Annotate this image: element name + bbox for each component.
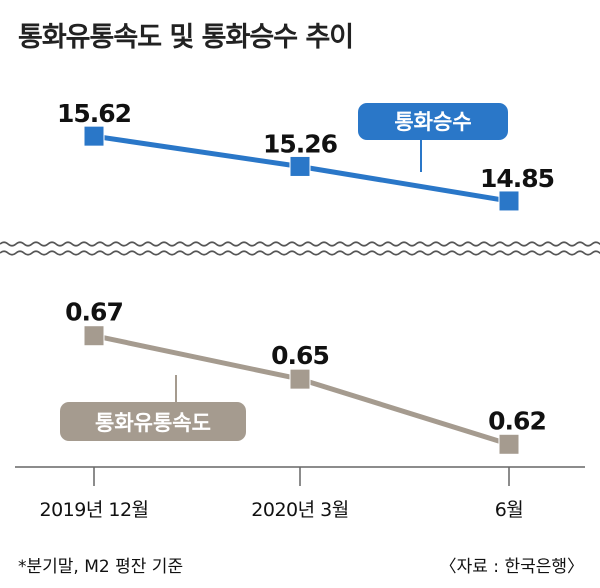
data-point-marker bbox=[289, 368, 311, 390]
x-tick-label: 2019년 12월 bbox=[39, 499, 148, 521]
data-label: 0.62 bbox=[488, 406, 546, 435]
footnote: *분기말, M2 평잔 기준 bbox=[18, 557, 183, 577]
axis-break-line-upper bbox=[0, 241, 600, 247]
chart-title: 통화유통속도 및 통화승수 추이 bbox=[18, 22, 353, 53]
data-label: 15.62 bbox=[57, 99, 131, 128]
data-point-marker bbox=[83, 125, 105, 147]
series-layer: 15.62 15.26 14.85 0.67 0.65 0.62 bbox=[57, 99, 555, 455]
badge-velocity: 통화유통속도 bbox=[60, 375, 246, 441]
axis-break-line-lower bbox=[0, 250, 600, 256]
data-point-marker bbox=[289, 155, 311, 177]
badge-multiplier-label: 통화승수 bbox=[394, 110, 471, 134]
x-tick-label: 2020년 3월 bbox=[251, 499, 348, 521]
data-label: 15.26 bbox=[263, 129, 338, 158]
badge-velocity-box bbox=[60, 402, 246, 441]
badge-velocity-label: 통화유통속도 bbox=[95, 411, 211, 435]
data-label: 0.65 bbox=[271, 341, 329, 370]
data-label: 0.67 bbox=[65, 298, 123, 327]
badge-multiplier: 통화승수 bbox=[358, 103, 508, 172]
x-axis-ticks: 2019년 12월 2020년 3월 6월 bbox=[39, 467, 524, 521]
data-point-marker bbox=[498, 433, 520, 455]
source-note: 〈자료 : 한국은행〉 bbox=[440, 557, 584, 577]
badge-multiplier-box bbox=[358, 103, 508, 140]
data-point-marker bbox=[83, 325, 105, 347]
data-point-marker bbox=[498, 190, 520, 212]
data-label: 14.85 bbox=[480, 164, 554, 193]
x-tick-label: 6월 bbox=[495, 499, 524, 521]
